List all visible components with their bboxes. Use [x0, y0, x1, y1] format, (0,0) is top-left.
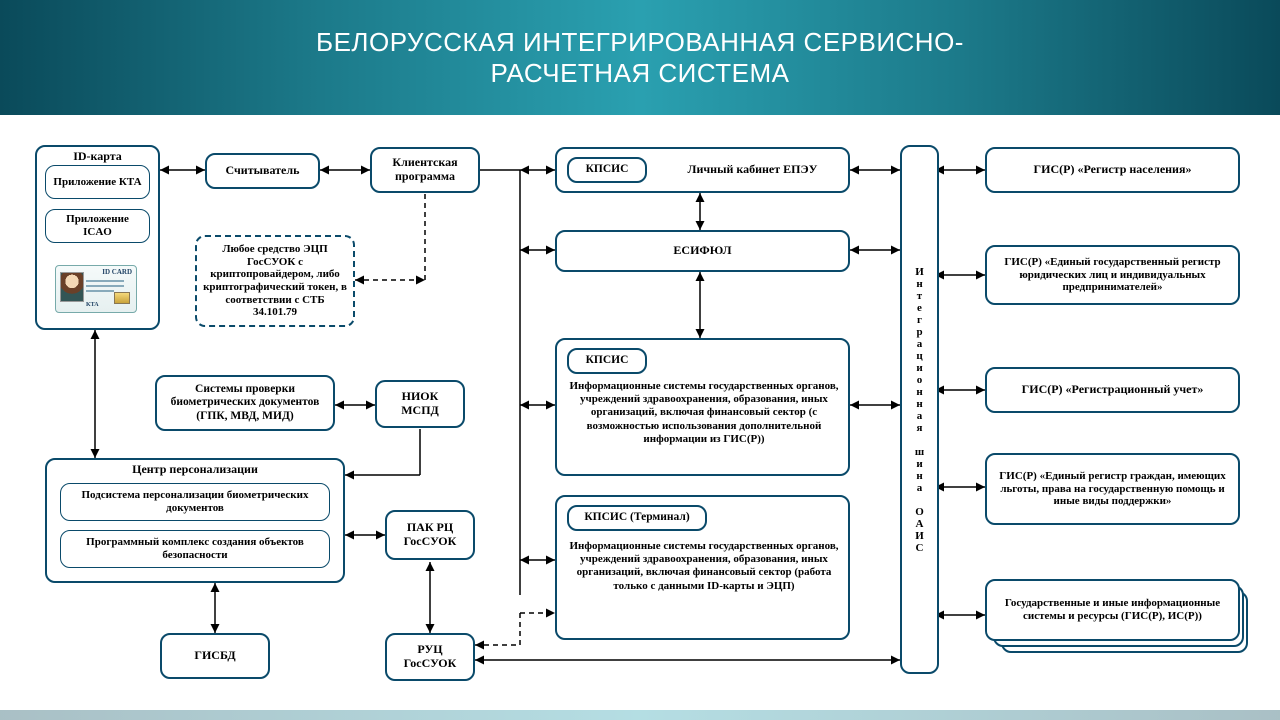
- node-gisr2: ГИС(Р) «Единый государственный регистр ю…: [985, 245, 1240, 305]
- gisr5-label: Государственные и иные информационные си…: [993, 597, 1232, 622]
- pers-sub1-label: Подсистема персонализации биометрических…: [67, 489, 323, 514]
- node-pak-rc: ПАК РЦ ГосСУОК: [385, 510, 475, 560]
- idcard-illustration: ID CARD KTA: [55, 265, 137, 313]
- gisbd-label: ГИСБД: [194, 649, 235, 663]
- gisr1-label: ГИС(Р) «Регистр населения»: [1034, 163, 1192, 177]
- pak-rc-label: ПАК РЦ ГосСУОК: [393, 521, 467, 549]
- top-block-label: Личный кабинет ЕПЭУ: [665, 162, 840, 177]
- node-client-prog: Клиентская программа: [370, 147, 480, 193]
- node-gisbd: ГИСБД: [160, 633, 270, 679]
- node-mid-block-tag: КПСИС: [567, 348, 647, 374]
- client-prog-label: Клиентская программа: [378, 156, 472, 184]
- node-ruc: РУЦ ГосСУОК: [385, 633, 475, 681]
- node-gisr3: ГИС(Р) «Регистрационный учет»: [985, 367, 1240, 413]
- page-footer-bar: [0, 710, 1280, 720]
- node-reader: Считыватель: [205, 153, 320, 189]
- mid-block-tag-label: КПСИС: [586, 354, 629, 367]
- mid-block-body: Информационные системы государственных о…: [568, 380, 840, 446]
- node-niok: НИОК МСПД: [375, 380, 465, 428]
- ecp-label: Любое средство ЭЦП ГосСУОК с криптопрова…: [203, 243, 347, 319]
- pers-center-title: Центр персонализации: [132, 463, 258, 477]
- node-bus: Интеграционная шина ОАИС: [900, 145, 939, 674]
- idcard-group-title: ID-карта: [73, 150, 122, 164]
- page-header: БЕЛОРУССКАЯ ИНТЕГРИРОВАННАЯ СЕРВИСНО- РА…: [0, 0, 1280, 115]
- pers-sub2-label: Программный комплекс создания объектов б…: [67, 536, 323, 561]
- bus-label: Интеграционная шина ОАИС: [914, 266, 926, 554]
- term-block-tag-label: КПСИС (Терминал): [584, 511, 689, 524]
- app-icao-label: Приложение ICAO: [52, 213, 143, 238]
- header-title-line1: БЕЛОРУССКАЯ ИНТЕГРИРОВАННАЯ СЕРВИСНО-: [316, 27, 964, 57]
- reader-label: Считыватель: [226, 164, 300, 178]
- gisr3-label: ГИС(Р) «Регистрационный учет»: [1022, 383, 1204, 397]
- node-esifyul: ЕСИФЮЛ: [555, 230, 850, 272]
- ruc-label: РУЦ ГосСУОК: [393, 643, 467, 671]
- node-app-icao: Приложение ICAO: [45, 209, 150, 243]
- node-app-kta: Приложение КТА: [45, 165, 150, 199]
- esifyul-label: ЕСИФЮЛ: [673, 244, 731, 258]
- node-top-block-tag: КПСИС: [567, 157, 647, 183]
- top-block-tag-label: КПСИС: [586, 163, 629, 176]
- node-gisr1: ГИС(Р) «Регистр населения»: [985, 147, 1240, 193]
- term-block-body: Информационные системы государственных о…: [568, 540, 840, 593]
- gisr4-label: ГИС(Р) «Единый регистр граждан, имеющих …: [993, 470, 1232, 508]
- node-pers-sub1: Подсистема персонализации биометрических…: [60, 483, 330, 521]
- node-pers-sub2: Программный комплекс создания объектов б…: [60, 530, 330, 568]
- node-biometric-check: Системы проверки биометрических документ…: [155, 375, 335, 431]
- node-ecp: Любое средство ЭЦП ГосСУОК с криптопрова…: [195, 235, 355, 327]
- node-gisr4: ГИС(Р) «Единый регистр граждан, имеющих …: [985, 453, 1240, 525]
- node-gisr5: Государственные и иные информационные си…: [985, 579, 1240, 641]
- gisr2-label: ГИС(Р) «Единый государственный регистр ю…: [993, 256, 1232, 294]
- app-kta-label: Приложение КТА: [53, 176, 141, 189]
- node-term-block-tag: КПСИС (Терминал): [567, 505, 707, 531]
- diagram-canvas: ID-карта Приложение КТА Приложение ICAO …: [0, 115, 1280, 710]
- niok-label: НИОК МСПД: [383, 390, 457, 418]
- biometric-check-label: Системы проверки биометрических документ…: [163, 383, 327, 423]
- header-title-line2: РАСЧЕТНАЯ СИСТЕМА: [490, 58, 789, 88]
